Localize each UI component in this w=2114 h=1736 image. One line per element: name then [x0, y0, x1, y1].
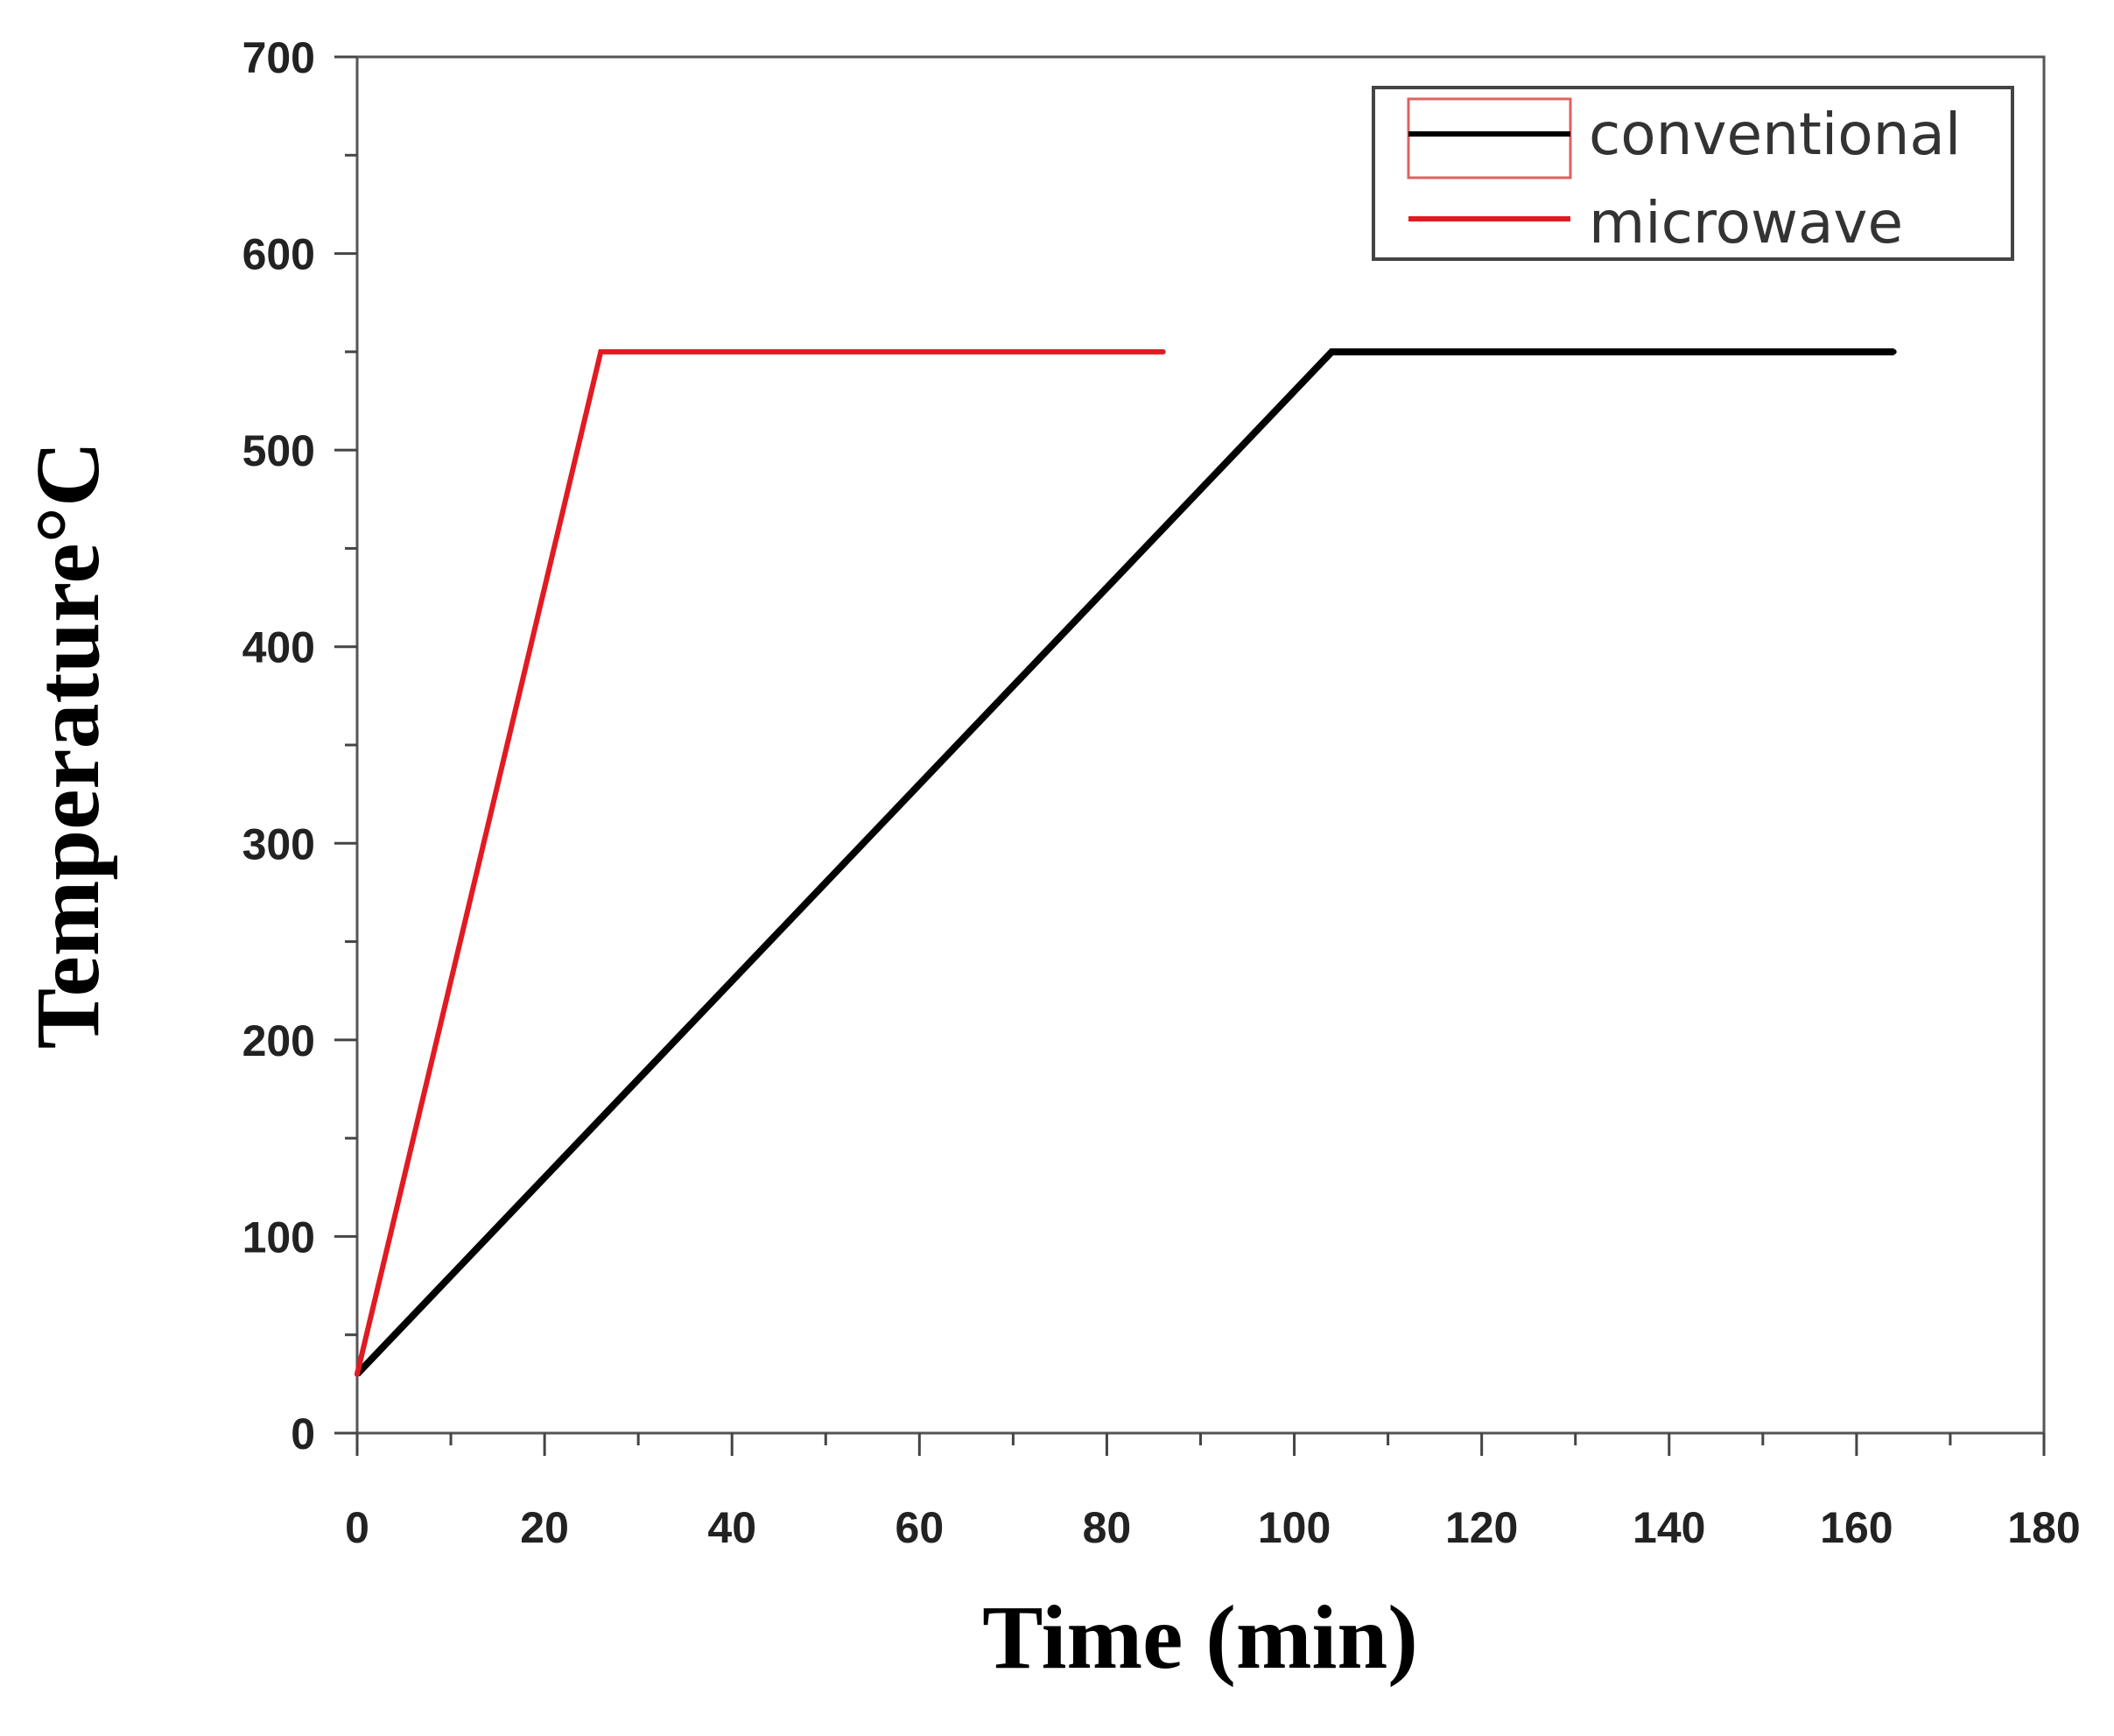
- y-tick-label: 500: [242, 426, 315, 475]
- x-tick-label: 120: [1445, 1503, 1518, 1552]
- legend-label-conventional: conventional: [1589, 101, 1961, 168]
- y-tick-label: 0: [291, 1409, 315, 1458]
- y-tick-label: 700: [242, 33, 315, 82]
- y-tick-label: 600: [242, 230, 315, 279]
- y-tick-label: 300: [242, 819, 315, 868]
- data-point-microwave: [1160, 348, 1166, 355]
- y-tick-label: 400: [242, 623, 315, 672]
- x-tick-label: 40: [707, 1503, 756, 1552]
- x-axis: 0 20 40 60 80 100 120 140 160 180: [345, 1433, 2081, 1552]
- x-tick-label: 0: [345, 1503, 369, 1552]
- plot-frame: [355, 55, 2046, 1435]
- series-layer: [355, 348, 1897, 1377]
- x-tick-label: 140: [1633, 1503, 1705, 1552]
- x-tick-label: 80: [1083, 1503, 1132, 1552]
- series-line-conventional: [355, 348, 1894, 1377]
- legend-highlight-box: [1407, 97, 1572, 179]
- legend-box: [1372, 86, 2014, 261]
- y-tick-label: 100: [242, 1212, 315, 1262]
- x-axis-title: Time (min): [982, 1587, 1418, 1688]
- x-tick-label: 60: [895, 1503, 945, 1552]
- y-tick-label: 200: [242, 1016, 315, 1065]
- y-axis-title: Temperature°C: [18, 441, 118, 1049]
- series-line-microwave: [355, 348, 1163, 1375]
- x-tick-label: 180: [2007, 1503, 2080, 1552]
- x-tick-label: 100: [1258, 1503, 1331, 1552]
- y-axis: 0 100 200 300 400 500 600 700: [242, 33, 357, 1458]
- legend-label-microwave: microwave: [1589, 189, 1903, 257]
- x-tick-label: 160: [1820, 1503, 1893, 1552]
- data-point-conventional: [1329, 348, 1335, 355]
- x-tick-label: 20: [520, 1503, 569, 1552]
- data-point-conventional: [1891, 348, 1897, 355]
- legend: conventional microwave: [1372, 86, 2014, 261]
- data-point-microwave: [598, 348, 604, 355]
- data-point-microwave: [355, 1371, 360, 1377]
